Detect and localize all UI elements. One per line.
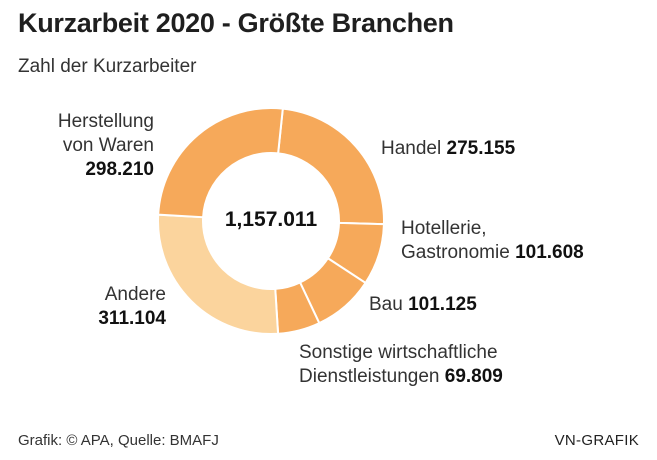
label-sonstige-name-line1: Sonstige wirtschaftliche [299,342,498,363]
donut-slice-handel [277,107,385,226]
source-note: Grafik: © APA, Quelle: BMAFJ [18,432,219,449]
chart-title: Kurzarbeit 2020 - Größte Branchen [18,8,454,38]
label-sonstige-name-line2: Dienstleistungen [299,366,440,387]
donut-slices [157,107,385,335]
label-herstellung: Herstellung von Waren 298.210 [20,110,154,182]
label-andere-name: Andere [104,284,166,305]
donut-slice-andere [157,213,280,335]
label-hotellerie: Hotellerie, Gastronomie 101.608 [401,217,584,265]
label-herstellung-name-line1: Herstellung [57,111,154,132]
label-handel-value: 275.155 [446,138,516,159]
donut-slice-herstellung-von-waren [157,107,284,219]
chart-subtitle: Zahl der Kurzarbeiter [18,56,197,77]
label-sonstige-value: 69.809 [444,366,503,387]
label-herstellung-name-line2: von Waren [62,135,154,156]
label-andere-value: 311.104 [98,308,166,329]
label-handel: Handel 275.155 [381,137,515,161]
donut-total: 1,157.011 [225,208,318,231]
label-bau: Bau 101.125 [369,293,477,317]
label-sonstige: Sonstige wirtschaftliche Dienstleistunge… [299,341,503,389]
label-bau-name: Bau [369,294,403,315]
brand-label: VN-GRAFIK [554,432,639,449]
label-andere: Andere 311.104 [60,283,166,331]
label-hotellerie-name-line2: Gastronomie [401,242,510,263]
label-hotellerie-value: 101.608 [515,242,584,263]
label-handel-name: Handel [381,138,442,159]
label-herstellung-value: 298.210 [85,159,154,180]
label-bau-value: 101.125 [408,294,477,315]
label-hotellerie-name-line1: Hotellerie, [401,218,487,239]
